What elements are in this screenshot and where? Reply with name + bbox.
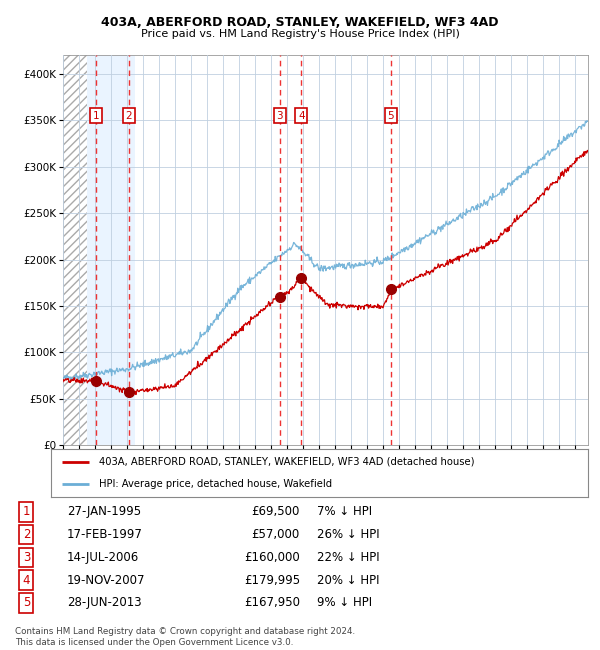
Text: 5: 5 — [388, 111, 394, 121]
Text: 22% ↓ HPI: 22% ↓ HPI — [317, 551, 380, 564]
Text: 4: 4 — [23, 574, 30, 586]
Text: 5: 5 — [23, 597, 30, 610]
Bar — [87, 55, 135, 445]
Text: HPI: Average price, detached house, Wakefield: HPI: Average price, detached house, Wake… — [100, 479, 332, 489]
Text: 28-JUN-2013: 28-JUN-2013 — [67, 597, 142, 610]
Text: 3: 3 — [23, 551, 30, 564]
Text: 4: 4 — [298, 111, 305, 121]
Text: 3: 3 — [277, 111, 283, 121]
Text: £69,500: £69,500 — [251, 506, 300, 519]
Text: 403A, ABERFORD ROAD, STANLEY, WAKEFIELD, WF3 4AD: 403A, ABERFORD ROAD, STANLEY, WAKEFIELD,… — [101, 16, 499, 29]
Text: 2: 2 — [125, 111, 132, 121]
Text: 19-NOV-2007: 19-NOV-2007 — [67, 574, 145, 586]
Bar — [63, 55, 87, 445]
Text: 2: 2 — [23, 528, 30, 541]
Text: £57,000: £57,000 — [252, 528, 300, 541]
Text: £167,950: £167,950 — [244, 597, 300, 610]
Text: 1: 1 — [93, 111, 100, 121]
Text: £160,000: £160,000 — [244, 551, 300, 564]
Text: Price paid vs. HM Land Registry's House Price Index (HPI): Price paid vs. HM Land Registry's House … — [140, 29, 460, 39]
Text: 26% ↓ HPI: 26% ↓ HPI — [317, 528, 380, 541]
Text: 27-JAN-1995: 27-JAN-1995 — [67, 506, 141, 519]
Text: 1: 1 — [23, 506, 30, 519]
Text: 14-JUL-2006: 14-JUL-2006 — [67, 551, 139, 564]
Text: £179,995: £179,995 — [244, 574, 300, 586]
Text: Contains HM Land Registry data © Crown copyright and database right 2024.
This d: Contains HM Land Registry data © Crown c… — [15, 627, 355, 647]
Text: 7% ↓ HPI: 7% ↓ HPI — [317, 506, 373, 519]
Text: 403A, ABERFORD ROAD, STANLEY, WAKEFIELD, WF3 4AD (detached house): 403A, ABERFORD ROAD, STANLEY, WAKEFIELD,… — [100, 457, 475, 467]
Text: 9% ↓ HPI: 9% ↓ HPI — [317, 597, 373, 610]
Text: 20% ↓ HPI: 20% ↓ HPI — [317, 574, 380, 586]
Text: 17-FEB-1997: 17-FEB-1997 — [67, 528, 143, 541]
